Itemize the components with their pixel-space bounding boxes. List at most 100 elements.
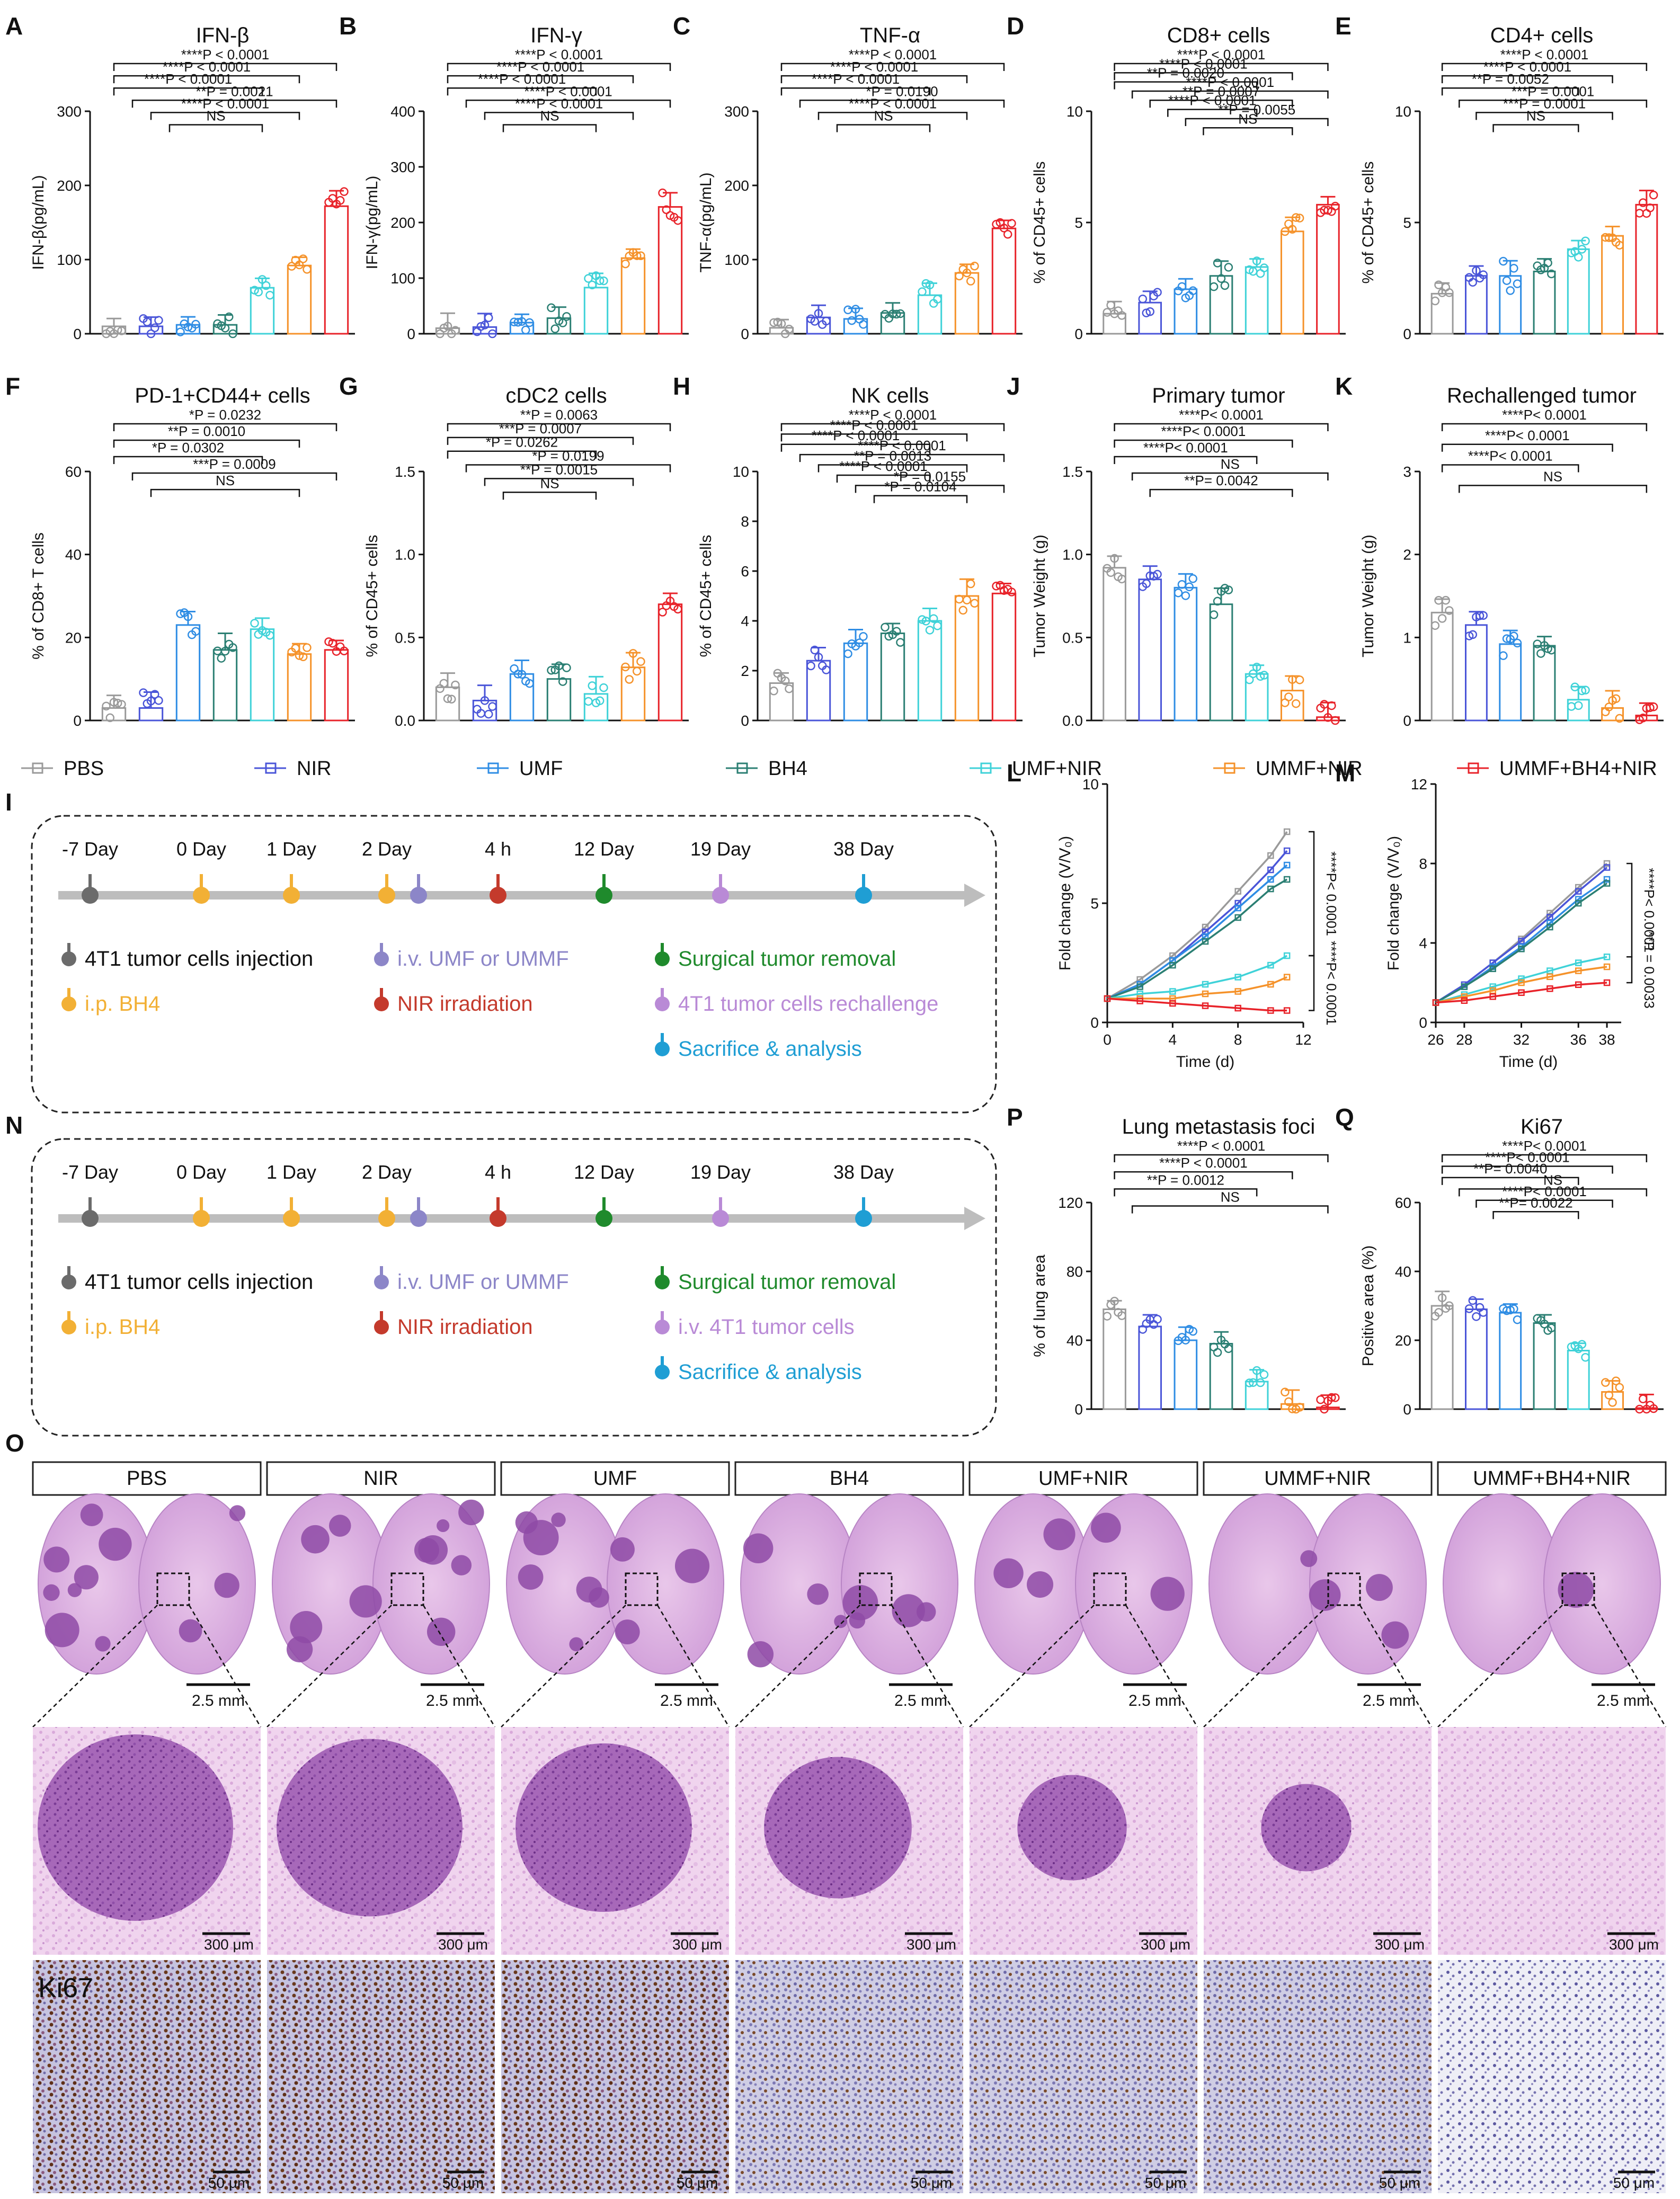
data-point-A-1 [150,323,159,333]
significance-label-H: **P = 0.0013 [854,448,931,464]
series-line-L-6 [1107,998,1287,1012]
timeline-day-N-0: -7 Day [62,1161,118,1183]
data-point-F-6 [328,638,337,648]
y-tick-label-Q: 20 [1395,1332,1411,1349]
timeline-legend-label-I-4: NIR irradiation [397,992,533,1016]
data-point-Q-1 [1472,1312,1481,1321]
series-point-L-0 [1234,888,1241,895]
bar-B-4 [583,287,609,335]
significance-bracket-Q [1492,1211,1579,1219]
data-point-J-2 [1181,591,1190,600]
data-point-D-1 [1138,295,1148,304]
significance-label-G: **P = 0.0063 [520,407,598,423]
y-axis-label-P: % of lung area [1031,1254,1048,1357]
significance-label-P: ****P < 0.0001 [1159,1155,1248,1171]
series-line-L-0 [1107,831,1288,1000]
series-line-L-4 [1107,955,1288,1000]
bar-A-5 [287,264,312,335]
legend-marker-6 [1468,762,1479,774]
metastasis-nodule-2 [515,1511,538,1534]
x-tick-label-M: 36 [1570,1031,1587,1048]
panel-letter-C: C [673,12,690,40]
timeline-day-I-1: 0 Day [176,838,226,860]
data-point-D-3 [1213,259,1222,268]
zoom-line-right-5 [1359,1605,1433,1728]
data-point-G-1 [480,696,490,705]
data-point-P-4 [1256,1378,1265,1387]
data-point-A-0 [113,325,122,335]
data-point-J-0 [1110,554,1119,563]
bar-H-6 [991,592,1017,722]
data-point-B-5 [632,251,642,260]
data-point-F-0 [105,713,115,723]
data-point-Q-5 [1601,1378,1610,1387]
bar-J-0 [1103,567,1126,722]
data-point-B-3 [558,318,567,327]
data-point-K-5 [1604,702,1614,711]
bar-K-2 [1499,643,1522,722]
data-point-K-1 [1479,611,1488,620]
significance-label-E: ****P < 0.0001 [1483,59,1572,75]
metastasis-nodule-0 [67,1583,82,1597]
significance-label-J: ****P< 0.0001 [1161,423,1246,439]
timeline-frame-N [31,1138,997,1437]
series-point-M-2 [1575,896,1582,903]
series-point-L-6 [1283,1007,1291,1014]
metastasis-nodule-0 [43,1584,60,1601]
bar-B-5 [620,257,646,335]
data-point-J-6 [1323,713,1332,722]
data-point-A-4 [254,288,263,297]
data-point-G-0 [451,680,460,690]
timeline-pin-N-7 [855,1210,872,1227]
timeline-pin-iv-I [410,887,427,904]
timeline-pin-I-4 [490,887,506,904]
significance-label-A: ****P < 0.0001 [144,71,233,87]
data-point-G-2 [513,670,523,679]
significance-bracket-G [465,464,671,473]
series-point-L-1 [1267,866,1274,874]
chart-A: A IFN-β 0 100 200 300 IFN-β(pg/mL) ****P < 0.00… [5,12,355,342]
y-tick-label-A: 0 [73,326,82,342]
metastasis-nodule-1 [437,1519,450,1533]
timeline-legend-label-N-5: i.v. 4T1 tumor cells [678,1315,855,1339]
metastasis-nodule-6 [1558,1572,1594,1608]
scale-label-top-5: 2.5 mm [1363,1692,1416,1710]
chart-P: P Lung metastasis foci 0 40 80 120 % of lung a… [1007,1103,1346,1418]
y-tick-label-M: 8 [1419,856,1427,872]
scale-label-top-1: 2.5 mm [426,1692,479,1710]
bar-E-6 [1635,203,1658,335]
significance-label-G: NS [540,475,559,491]
significance-label-D: **P = 0.0007 [1183,83,1260,99]
data-point-H-4 [925,626,935,635]
timeline-pin-N-2 [283,1210,300,1227]
timeline-legend-label-I-5: 4T1 tumor cells rechallenge [678,992,938,1016]
data-point-Q-1 [1479,1308,1488,1317]
data-point-C-1 [814,309,823,318]
data-point-J-1 [1153,569,1162,579]
data-point-C-1 [822,316,831,326]
timeline-day-N-7: 38 Day [833,1161,894,1183]
significance-bracket-G [447,437,634,445]
series-point-M-3 [1518,946,1525,952]
group-header-4: UMF+NIR [1038,1467,1128,1490]
panel-letter-P: P [1007,1103,1023,1131]
significance-bracket-Q [1459,1188,1648,1197]
group-header-2: UMF [593,1467,637,1490]
series-point-L-6 [1169,1000,1176,1007]
y-tick-label-L: 0 [1090,1014,1099,1031]
y-tick-label-C: 300 [724,103,749,120]
zoom-box-5 [1327,1572,1361,1606]
data-point-A-1 [154,316,163,325]
series-point-L-3 [1169,961,1176,969]
bar-Q-3 [1533,1322,1556,1410]
x-tick-label-M: 38 [1598,1031,1615,1048]
data-point-C-2 [859,320,868,329]
significance-label-K: NS [1543,468,1562,484]
data-point-B-3 [547,303,556,313]
metastasis-nodule-2 [674,1548,710,1583]
significance-bracket-A [113,87,263,96]
metastasis-nodule-1 [451,1555,472,1575]
timeline-legend-label-N-4: NIR irradiation [397,1315,533,1339]
bar-E-3 [1533,270,1556,335]
significance-label-B: ****P < 0.0001 [478,71,566,87]
